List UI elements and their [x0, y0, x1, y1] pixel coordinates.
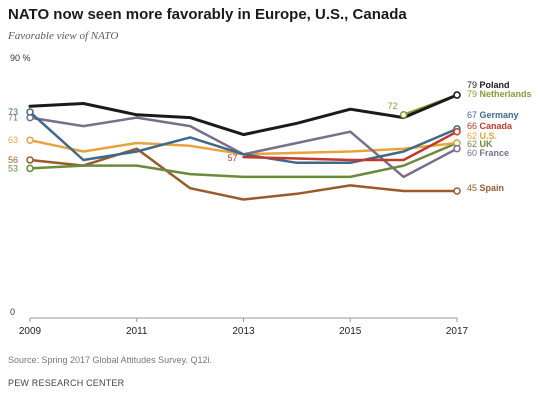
end-label-uk: 62 UK [467, 139, 493, 149]
start-label-spain: 56 [8, 155, 18, 165]
end-value-netherlands: 79 [467, 89, 480, 99]
start-marker-uk [26, 164, 34, 173]
line-chart: 90 % 0 2009 2011 2013 2015 2017 72 73 57 63 53 71 56 7… [8, 53, 532, 337]
legend-name-france: France [480, 148, 510, 158]
series-line-canada [242, 130, 459, 162]
end-marker-canada [453, 127, 461, 136]
x-tick-label: 2015 [339, 326, 362, 337]
x-tick-label: 2011 [126, 326, 148, 337]
end-label-us: 62 U.S. [467, 131, 497, 141]
series-line-france [28, 116, 459, 179]
legend-name-germany: Germany [480, 110, 519, 120]
end-value-canada: 66 [467, 121, 480, 131]
start-label-netherlands: 72 [388, 101, 398, 111]
end-marker-spain [453, 187, 461, 195]
legend-name-netherlands: Netherlands [480, 89, 532, 99]
legend-name-poland: Poland [480, 80, 510, 90]
legend-name-canada: Canada [480, 121, 514, 131]
end-marker-france [453, 144, 461, 153]
x-tick-label: 2013 [232, 326, 255, 337]
start-label-us: 63 [8, 135, 18, 145]
end-label-france: 60 France [467, 148, 509, 158]
end-label-poland: 79 Poland [467, 80, 510, 90]
end-value-spain: 45 [467, 183, 480, 193]
chart-subtitle: Favorable view of NATO [8, 30, 119, 42]
end-label-germany: 67 Germany [467, 110, 519, 120]
end-label-canada: 66 Canada [467, 121, 513, 131]
series-line-uk [28, 141, 459, 179]
end-value-france: 60 [467, 148, 480, 158]
end-value-uk: 62 [467, 139, 480, 149]
series-line-spain [28, 147, 459, 201]
chart-title: NATO now seen more favorably in Europe, … [8, 6, 407, 23]
start-marker-spain [26, 156, 34, 164]
x-tick-label: 2009 [19, 326, 42, 337]
legend-name-us: U.S. [480, 131, 498, 141]
series-line-germany [28, 110, 459, 165]
start-marker-us [26, 136, 34, 144]
start-label-germany: 73 [8, 107, 18, 117]
y-tick-label: 90 % [10, 53, 31, 63]
end-marker-poland [453, 91, 461, 99]
end-value-germany: 67 [467, 110, 480, 120]
start-marker-netherlands [399, 111, 408, 119]
end-value-us: 62 [467, 131, 480, 141]
end-label-spain: 45 Spain [467, 183, 504, 193]
legend-name-spain: Spain [480, 183, 505, 193]
series-line-poland [28, 93, 459, 137]
y-tick-label: 0 [10, 307, 15, 317]
end-value-poland: 79 [467, 80, 480, 90]
org-name: PEW RESEARCH CENTER [8, 378, 125, 388]
end-label-netherlands: 79 Netherlands [467, 89, 532, 99]
legend-name-uk: UK [480, 139, 493, 149]
start-label-canada: 57 [227, 153, 237, 163]
x-tick-label: 2017 [446, 326, 469, 337]
start-label-uk: 53 [8, 163, 18, 173]
start-label-france: 71 [8, 113, 18, 123]
series-line-us [28, 138, 459, 156]
start-marker-germany [26, 108, 34, 116]
source-note: Source: Spring 2017 Global Attitudes Sur… [8, 355, 212, 365]
